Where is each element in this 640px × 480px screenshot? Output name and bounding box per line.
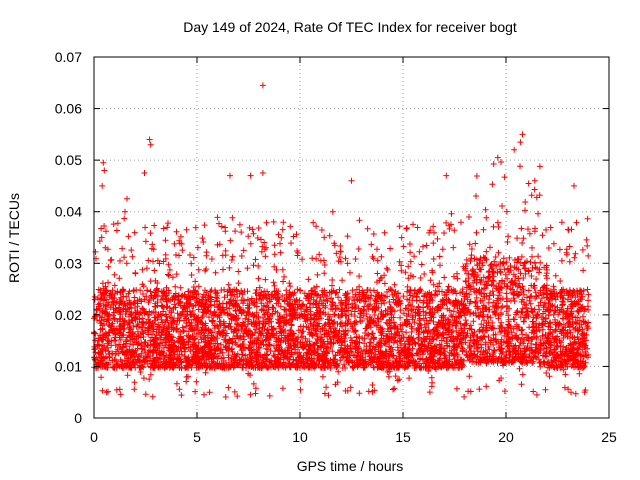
x-tick-label: 20 (498, 429, 514, 445)
y-tick-label: 0 (74, 410, 82, 426)
x-tick-label: 15 (395, 429, 411, 445)
roti-points (91, 82, 592, 400)
chart-title: Day 149 of 2024, Rate Of TEC Index for r… (183, 19, 517, 35)
y-tick-label: 0.02 (55, 307, 82, 323)
axis-ticks: 0 5 10 15 20 25 0 0.01 0.02 0.03 0.04 0.05 0.06 0.07 (55, 49, 617, 445)
x-tick-label: 25 (601, 429, 617, 445)
y-axis-label: ROTI / TECUs (6, 193, 22, 283)
x-tick-label: 10 (292, 429, 308, 445)
y-tick-label: 0.04 (55, 204, 82, 220)
y-tick-label: 0.06 (55, 101, 82, 117)
y-tick-label: 0.01 (55, 358, 82, 374)
y-tick-label: 0.07 (55, 49, 82, 65)
x-tick-label: 0 (90, 429, 98, 445)
y-tick-label: 0.03 (55, 255, 82, 271)
x-axis-label: GPS time / hours (297, 458, 404, 474)
plot-frame (93, 56, 610, 419)
x-tick-label: 5 (193, 429, 201, 445)
data-points (91, 82, 592, 400)
y-tick-label: 0.05 (55, 152, 82, 168)
